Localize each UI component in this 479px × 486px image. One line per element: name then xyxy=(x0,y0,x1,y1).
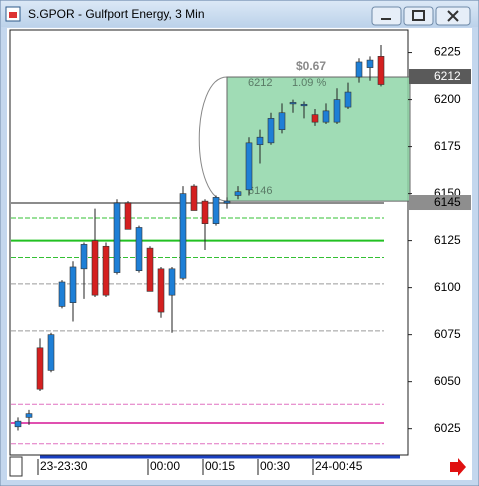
candle-body xyxy=(135,227,143,272)
y-tick-label: 6050 xyxy=(434,374,461,388)
measure-arc xyxy=(198,76,228,202)
candle-body xyxy=(25,413,33,418)
candle-body xyxy=(322,110,330,123)
y-tick-label: 6025 xyxy=(434,421,461,435)
x-tick-label: 00:30 xyxy=(260,459,290,473)
window-title: S.GPOR - Gulfport Energy, 3 Min xyxy=(28,7,205,21)
candle-body xyxy=(102,245,110,296)
y-tick-label: 6075 xyxy=(434,327,461,341)
y-tick-label: 6175 xyxy=(434,139,461,153)
candle-body xyxy=(256,136,264,146)
candle-body xyxy=(289,102,297,105)
candle-body xyxy=(300,103,308,107)
window-icon-mark xyxy=(9,12,17,18)
candle-body xyxy=(157,268,165,313)
y-tick-label: 6125 xyxy=(434,233,461,247)
maximize-button[interactable] xyxy=(403,6,434,26)
maximize-icon xyxy=(412,10,425,21)
candle-body xyxy=(80,244,88,270)
candle-body xyxy=(267,118,275,144)
candle-body xyxy=(344,91,352,108)
price-marker-label: 6212 xyxy=(434,69,461,83)
measure-low-label: 6146 xyxy=(248,185,272,197)
measure-high-label: 6212 xyxy=(248,77,272,89)
candle-body xyxy=(91,240,99,296)
price-marker xyxy=(409,195,471,211)
candle-body xyxy=(366,59,374,68)
candle-body xyxy=(311,114,319,123)
candle-body xyxy=(377,56,385,85)
y-tick-label: 6200 xyxy=(434,92,461,106)
close-icon xyxy=(447,10,459,22)
candle-body xyxy=(212,197,220,224)
candle-body xyxy=(190,185,198,211)
minimize-button[interactable] xyxy=(371,6,402,26)
measure-box xyxy=(226,76,411,202)
candle-body xyxy=(223,200,231,204)
candle-body xyxy=(58,281,66,307)
x-tick-label: 23-23:30 xyxy=(40,459,88,473)
x-tick-label: 24-00:45 xyxy=(315,459,363,473)
candle-body xyxy=(113,202,121,273)
y-tick-label: 6225 xyxy=(434,45,461,59)
candle-body xyxy=(47,334,55,371)
candle-body xyxy=(278,112,286,130)
candle-body xyxy=(234,191,242,196)
candle-body xyxy=(14,420,22,428)
scroll-box[interactable] xyxy=(9,456,23,477)
scroll-right-arrow[interactable] xyxy=(450,458,466,476)
candle-body xyxy=(333,99,341,123)
x-tick-label: 00:15 xyxy=(205,459,235,473)
candle-body xyxy=(36,347,44,390)
candle-body xyxy=(69,266,77,303)
candle-body xyxy=(201,200,209,224)
measure-percent: 1.09 % xyxy=(292,77,326,89)
candle-body xyxy=(168,268,176,296)
candle-body xyxy=(124,202,132,230)
price-marker-label: 6145 xyxy=(434,195,461,209)
candle-body xyxy=(355,61,363,78)
candle-body xyxy=(179,193,187,279)
price-marker xyxy=(409,69,471,85)
candle-body xyxy=(146,247,154,292)
y-tick-label: 6100 xyxy=(434,280,461,294)
candle-body xyxy=(245,142,253,191)
x-tick-label: 00:00 xyxy=(150,459,180,473)
measure-change: $0.67 xyxy=(296,59,326,73)
